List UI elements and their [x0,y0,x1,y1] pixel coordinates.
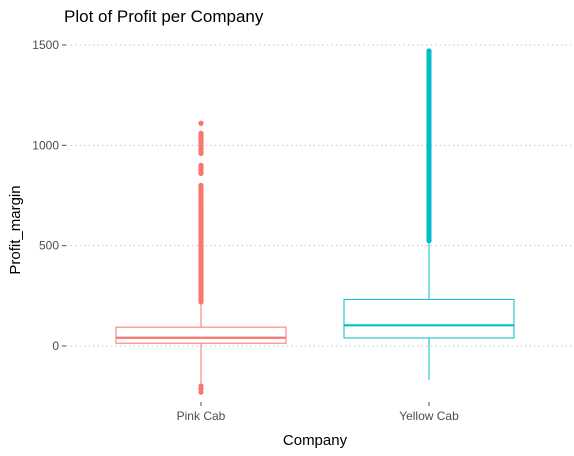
y-tick-label-500: 500 [39,239,59,253]
grid-layer [66,44,572,347]
x-tick-label-0: Pink Cab [177,409,226,423]
box-layer [115,48,515,395]
outlier-point [198,120,204,126]
chart-title: Plot of Profit per Company [64,7,264,26]
x-axis-title: Company [283,432,348,449]
y-tick-label-1000: 1000 [32,138,59,152]
box-pink-cab [115,120,287,395]
y-tick-label-1500: 1500 [32,38,59,52]
box-yellow-cab [343,48,515,381]
x-tick-label-1: Yellow Cab [399,409,459,423]
box-rect [343,298,515,339]
y-axis-title: Profit_margin [7,185,24,274]
box-rect [115,326,287,344]
axis-layer: 0 500 1000 1500 Pink Cab Yellow Cab [32,38,459,423]
outlier-point [198,383,204,389]
y-tick-label-0: 0 [52,339,59,353]
